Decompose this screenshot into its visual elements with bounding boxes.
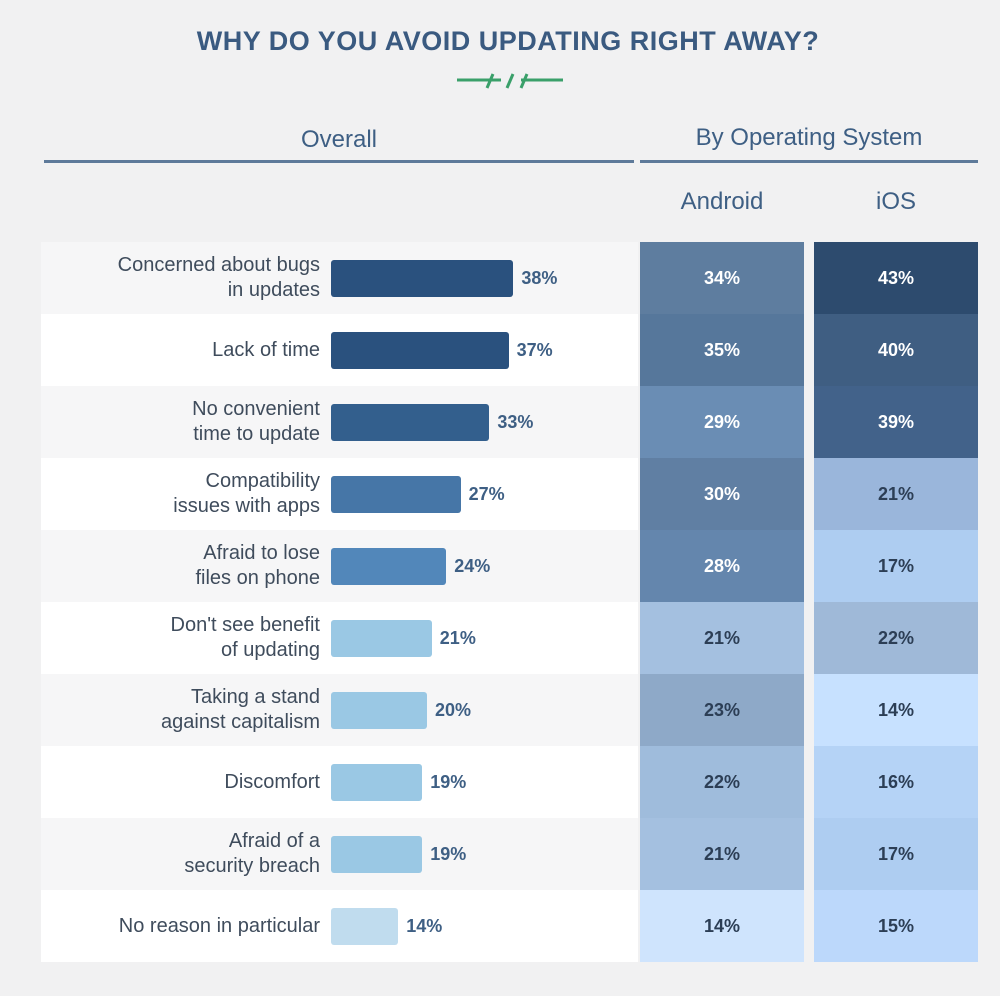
category-label-line: Don't see benefit	[170, 614, 320, 636]
ios-header: iOS	[875, 188, 916, 215]
android-cell: 35%	[640, 314, 804, 386]
category-label: No reason in particular	[40, 890, 320, 962]
ios-cell: 22%	[814, 602, 978, 674]
android-cell: 21%	[640, 602, 804, 674]
category-label: Lack of time	[40, 314, 320, 386]
overall-bar	[331, 404, 490, 441]
table-row: Discomfort 19%	[41, 746, 638, 818]
overall-bar	[331, 620, 432, 657]
category-label-line: Afraid to lose	[203, 542, 320, 564]
category-label: Compatibility issues with apps	[40, 458, 320, 530]
overall-bar-value: 20%	[435, 699, 472, 720]
category-label-line: files on phone	[195, 567, 320, 589]
overall-bar-value: 38%	[521, 267, 558, 288]
table-row: Afraid of a security breach 19%	[41, 818, 638, 890]
category-label: Taking a stand against capitalism	[40, 674, 320, 746]
android-cell: 23%	[640, 674, 804, 746]
category-label-line: Lack of time	[212, 338, 320, 361]
ios-cell: 40%	[814, 314, 978, 386]
overall-bar	[331, 692, 427, 729]
category-label-line: Afraid of a	[228, 830, 320, 852]
table-row: Afraid to lose files on phone 24%	[41, 530, 638, 602]
ios-cell: 17%	[814, 530, 978, 602]
overall-bar-value: 37%	[516, 339, 553, 360]
overall-bar	[331, 836, 423, 873]
ios-heat-column: 43% 40% 39% 21% 17% 22% 14% 16% 17% 15%	[814, 242, 978, 962]
ios-cell: 17%	[814, 818, 978, 890]
category-label: Concerned about bugs in updates	[40, 242, 320, 314]
ios-cell: 16%	[814, 746, 978, 818]
table-row: No reason in particular 14%	[41, 890, 638, 962]
table-row: Don't see benefit of updating 21%	[41, 602, 638, 674]
category-label-line: security breach	[184, 855, 320, 877]
overall-bar	[331, 332, 509, 369]
overall-bar-value: 21%	[439, 627, 476, 648]
overall-bar-value: 33%	[497, 411, 534, 432]
title-divider-icon	[457, 73, 563, 89]
category-label-line: against capitalism	[161, 711, 320, 733]
category-label-line: Concerned about bugs	[117, 254, 320, 276]
android-header: Android	[680, 188, 764, 215]
overall-bar	[331, 476, 461, 513]
os-header-rule	[640, 160, 978, 163]
category-label-line: Taking a stand	[191, 686, 320, 708]
category-label-line: in updates	[227, 279, 320, 301]
overall-bar-value: 27%	[468, 483, 505, 504]
category-label: No convenient time to update	[40, 386, 320, 458]
android-cell: 22%	[640, 746, 804, 818]
category-label-line: No reason in particular	[118, 914, 320, 937]
category-label-line: No convenient	[192, 398, 320, 420]
category-label: Afraid to lose files on phone	[40, 530, 320, 602]
category-label: Afraid of a security breach	[40, 818, 320, 890]
overall-header: Overall	[300, 126, 378, 153]
overall-bar	[331, 548, 447, 585]
android-cell: 14%	[640, 890, 804, 962]
overall-bar-value: 19%	[430, 771, 467, 792]
category-label: Discomfort	[40, 746, 320, 818]
android-cell: 29%	[640, 386, 804, 458]
ios-cell: 15%	[814, 890, 978, 962]
overall-bar-value: 24%	[454, 555, 491, 576]
android-cell: 34%	[640, 242, 804, 314]
ios-cell: 14%	[814, 674, 978, 746]
chart-title: WHY DO YOU AVOID UPDATING RIGHT AWAY?	[196, 26, 820, 56]
category-label-line: Compatibility	[205, 470, 320, 492]
overall-bar	[331, 764, 423, 801]
ios-cell: 43%	[814, 242, 978, 314]
table-row: Concerned about bugs in updates 38%	[41, 242, 638, 314]
overall-bar-chart: Concerned about bugs in updates 38% Lack of…	[41, 242, 638, 962]
table-row: Compatibility issues with apps 27%	[41, 458, 638, 530]
overall-bar-value: 19%	[430, 843, 467, 864]
android-cell: 28%	[640, 530, 804, 602]
overall-header-rule	[44, 160, 634, 163]
category-label-line: of updating	[221, 639, 320, 661]
table-row: No convenient time to update 33%	[41, 386, 638, 458]
os-header: By Operating System	[695, 124, 923, 151]
category-label-line: issues with apps	[173, 495, 320, 517]
category-label-line: Discomfort	[224, 770, 320, 793]
category-label: Don't see benefit of updating	[40, 602, 320, 674]
android-cell: 30%	[640, 458, 804, 530]
ios-cell: 39%	[814, 386, 978, 458]
android-heat-column: 34% 35% 29% 30% 28% 21% 23% 22% 21% 14%	[640, 242, 804, 962]
overall-bar	[331, 908, 399, 945]
table-row: Lack of time 37%	[41, 314, 638, 386]
android-cell: 21%	[640, 818, 804, 890]
overall-bar	[331, 260, 514, 297]
ios-cell: 21%	[814, 458, 978, 530]
category-label-line: time to update	[193, 423, 320, 445]
table-row: Taking a stand against capitalism 20%	[41, 674, 638, 746]
overall-bar-value: 14%	[406, 915, 443, 936]
